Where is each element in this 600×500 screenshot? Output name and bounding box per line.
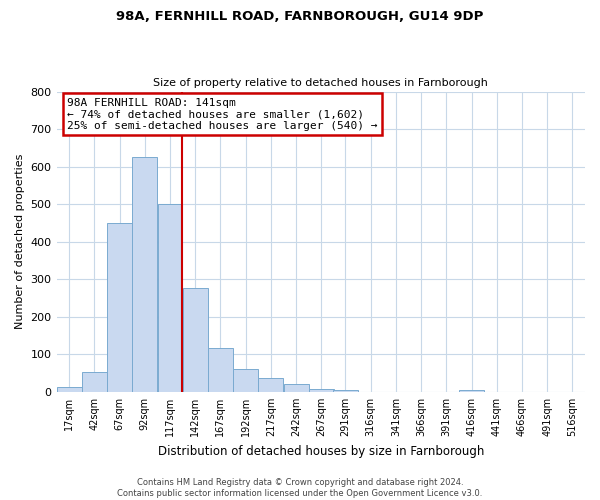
- Bar: [208, 348, 233, 392]
- Bar: [284, 384, 308, 392]
- Bar: [333, 390, 358, 392]
- Text: Contains HM Land Registry data © Crown copyright and database right 2024.
Contai: Contains HM Land Registry data © Crown c…: [118, 478, 482, 498]
- Bar: [309, 388, 334, 392]
- Title: Size of property relative to detached houses in Farnborough: Size of property relative to detached ho…: [154, 78, 488, 88]
- Bar: [56, 388, 82, 392]
- Text: 98A FERNHILL ROAD: 141sqm
← 74% of detached houses are smaller (1,602)
25% of se: 98A FERNHILL ROAD: 141sqm ← 74% of detac…: [67, 98, 377, 131]
- Bar: [107, 223, 132, 392]
- Y-axis label: Number of detached properties: Number of detached properties: [15, 154, 25, 330]
- Bar: [233, 368, 258, 392]
- Bar: [459, 390, 484, 392]
- Bar: [158, 204, 182, 392]
- X-axis label: Distribution of detached houses by size in Farnborough: Distribution of detached houses by size …: [158, 444, 484, 458]
- Bar: [259, 378, 283, 392]
- Bar: [133, 158, 157, 392]
- Bar: [183, 288, 208, 392]
- Bar: [82, 372, 107, 392]
- Text: 98A, FERNHILL ROAD, FARNBOROUGH, GU14 9DP: 98A, FERNHILL ROAD, FARNBOROUGH, GU14 9D…: [116, 10, 484, 23]
